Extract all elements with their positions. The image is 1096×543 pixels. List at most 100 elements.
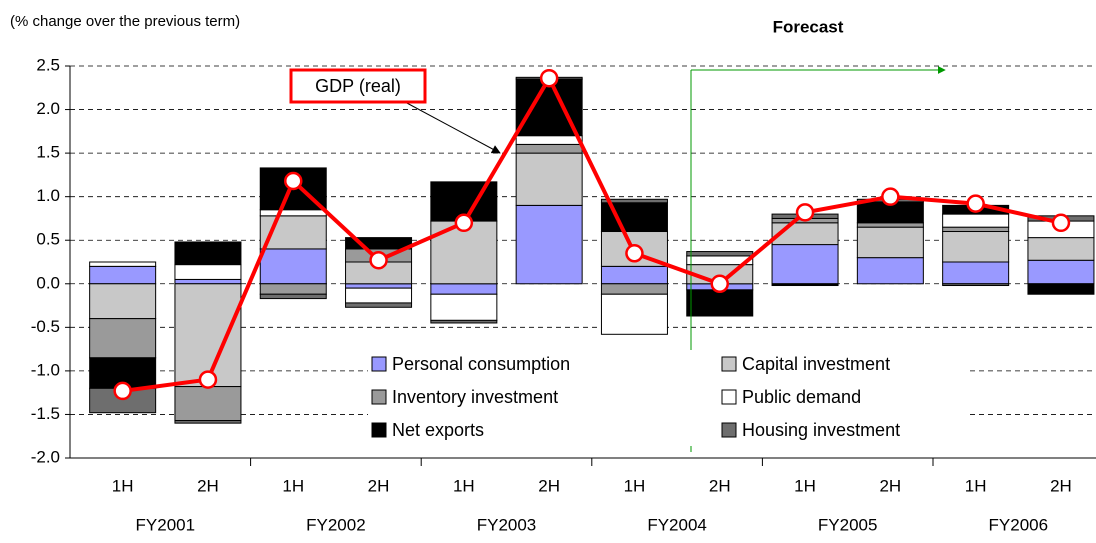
bar-segment	[686, 251, 754, 257]
bar-segment	[89, 261, 157, 267]
group-label: FY2002	[306, 515, 366, 534]
group-label: FY2003	[477, 515, 537, 534]
bar-segment	[942, 283, 1010, 287]
bar-segment	[1027, 237, 1095, 261]
group-label: FY2005	[818, 515, 878, 534]
bar-segment	[600, 265, 668, 285]
gdp-point	[1051, 213, 1071, 233]
legend-bg	[368, 350, 968, 446]
x-tick-label: 1H	[794, 476, 816, 495]
legend-label: Inventory investment	[392, 387, 558, 407]
y-tick-label: -2.0	[31, 447, 60, 466]
bar-segment	[942, 226, 1010, 233]
x-tick-label: 2H	[538, 476, 560, 495]
bar-segment	[174, 241, 242, 266]
bar-segment	[174, 420, 242, 424]
bar-segment	[600, 283, 668, 295]
legend-label: Public demand	[742, 387, 861, 407]
gdp-point	[966, 194, 985, 213]
bar-segment	[771, 244, 839, 285]
group-label: FY2004	[647, 515, 707, 534]
bar-segment	[515, 143, 583, 154]
callout-box	[289, 68, 427, 104]
gdp-line	[122, 73, 1062, 393]
legend-swatch	[371, 422, 387, 438]
bar-segment	[345, 283, 413, 289]
gdp-point	[881, 187, 900, 206]
bar-segment	[89, 318, 157, 359]
x-tick-label: 1H	[282, 476, 304, 495]
bar-segment	[259, 293, 327, 300]
plot-area: -2.0 -1.5 -1.0 -0.5 0.0 0.5 1.0 1.5 2.0 2.5 1H 2H 1H…	[31, 55, 1096, 534]
bar-segment	[259, 248, 327, 285]
bar-segment	[515, 135, 583, 145]
bar-segment	[430, 293, 498, 321]
legend-label: Net exports	[392, 420, 484, 440]
bar-segment	[515, 204, 583, 285]
y-tick-label: -0.5	[31, 317, 60, 336]
bar-segment	[259, 209, 327, 217]
callout-text: GDP (real)	[315, 76, 401, 96]
bar-segment	[259, 283, 327, 295]
y-tick-label: 2.5	[36, 55, 60, 74]
x-tick-label: 1H	[624, 476, 646, 495]
bar-segment	[856, 226, 924, 259]
bar-segment	[856, 257, 924, 285]
y-tick-label: 2.0	[36, 99, 60, 118]
group-label: FY2006	[989, 515, 1049, 534]
gdp-point	[795, 203, 815, 222]
callout-arrow	[404, 101, 501, 154]
bar-segment	[174, 283, 242, 388]
bar-segment	[345, 237, 413, 250]
bar-segment	[430, 283, 498, 295]
y-tick-label: 1.5	[36, 143, 60, 162]
legend-label: Housing investment	[742, 420, 900, 440]
bar-segment	[345, 287, 413, 304]
x-tick-label: 1H	[453, 476, 475, 495]
x-tick-label: 2H	[709, 476, 731, 495]
gdp-point	[710, 274, 729, 294]
gdp-point	[625, 244, 644, 263]
bar-segment	[1027, 259, 1095, 285]
bar-segment	[430, 319, 498, 324]
y-tick-label: 0.5	[36, 230, 60, 249]
x-tick-label: 2H	[368, 476, 390, 495]
bar-segment	[771, 283, 839, 287]
legend-label: Capital investment	[742, 354, 890, 374]
x-tick-label: 2H	[1050, 476, 1072, 495]
bar-segment	[600, 198, 668, 204]
unit-note: (% change over the previous term)	[10, 13, 240, 30]
bar-segment	[942, 261, 1010, 285]
group-label: FY2001	[136, 515, 196, 534]
legend-swatch	[721, 422, 737, 438]
y-tick-label: 1.0	[36, 186, 60, 205]
legend-swatch	[721, 389, 737, 405]
legend-swatch	[371, 389, 387, 405]
bar-segment	[942, 231, 1010, 263]
bar-segment	[89, 283, 157, 320]
bar-segment	[515, 152, 583, 206]
y-tick-label: -1.0	[31, 360, 60, 379]
bar-segment	[856, 222, 924, 228]
gdp-point	[198, 370, 218, 389]
forecast-label: Forecast	[773, 17, 844, 36]
gdp-point	[454, 213, 474, 233]
gdp-point	[284, 171, 303, 191]
x-tick-label: 2H	[879, 476, 901, 495]
gdp-point	[539, 68, 559, 88]
bar-segment	[89, 265, 157, 285]
bar-segment	[942, 213, 1010, 228]
bar-segment	[600, 293, 668, 335]
legend-label: Personal consumption	[392, 354, 570, 374]
bar-segment	[686, 289, 754, 317]
gdp-point	[369, 251, 388, 270]
legend: Personal consumption Capital investment In…	[368, 350, 968, 446]
bar-segment	[1027, 283, 1095, 295]
y-tick-label: 0.0	[36, 273, 60, 292]
legend-swatch	[371, 356, 387, 372]
legend-swatch	[721, 356, 737, 372]
gdp-point	[113, 381, 132, 401]
x-tick-label: 2H	[197, 476, 219, 495]
bar-segment	[174, 386, 242, 422]
